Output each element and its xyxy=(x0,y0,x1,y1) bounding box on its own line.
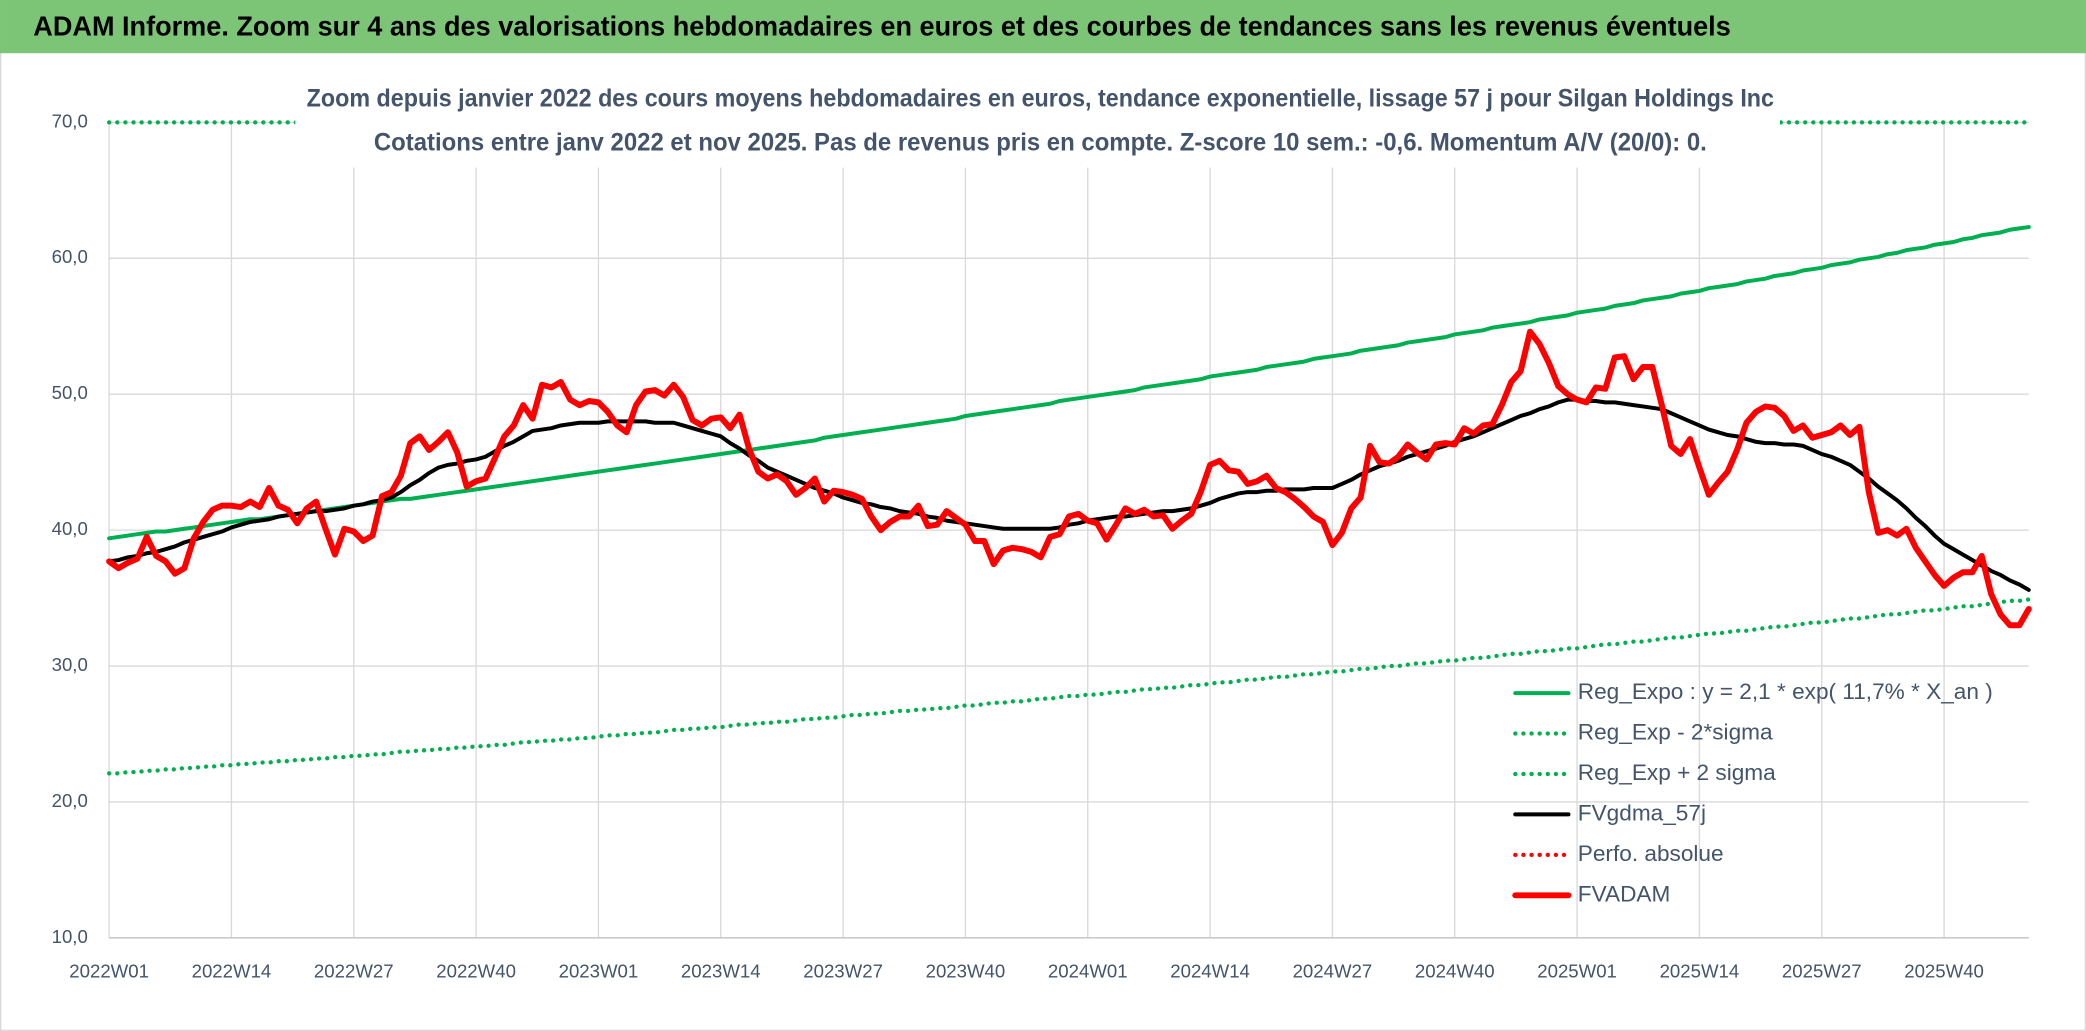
x-tick-label: 2023W40 xyxy=(926,960,1006,981)
title-bar xyxy=(0,0,2086,54)
y-tick-label: 40,0 xyxy=(52,518,88,539)
x-tick-label: 2025W14 xyxy=(1660,960,1740,981)
x-tick-label: 2024W27 xyxy=(1293,960,1373,981)
legend: Reg_Expo : y = 2,1 * exp( 11,7% * X_an )… xyxy=(1512,679,1993,906)
x-tick-label: 2024W14 xyxy=(1170,960,1250,981)
legend-label: FVgdma_57j xyxy=(1578,800,1706,825)
y-tick-label: 60,0 xyxy=(52,246,88,267)
legend-label: Reg_Exp + 2 sigma xyxy=(1578,760,1776,785)
y-tick-label: 10,0 xyxy=(52,926,88,947)
y-tick-label: 70,0 xyxy=(52,110,88,131)
series-line xyxy=(107,397,2031,592)
x-tick-label: 2022W27 xyxy=(314,960,394,981)
series-line xyxy=(106,328,2032,629)
x-tick-label: 2024W01 xyxy=(1048,960,1128,981)
x-tick-label: 2025W01 xyxy=(1537,960,1617,981)
x-tick-label: 2024W40 xyxy=(1415,960,1495,981)
subtitle: Cotations entre janv 2022 et nov 2025. P… xyxy=(374,128,1707,156)
y-tick-label: 20,0 xyxy=(52,790,88,811)
x-tick-label: 2025W27 xyxy=(1782,960,1862,981)
chart-title: ADAM Informe. Zoom sur 4 ans des valoris… xyxy=(33,10,1730,41)
x-tick-label: 2023W14 xyxy=(681,960,761,981)
x-tick-label: 2023W27 xyxy=(803,960,883,981)
x-tick-label: 2023W01 xyxy=(559,960,639,981)
series-line xyxy=(106,597,2031,776)
y-tick-label: 50,0 xyxy=(52,382,88,403)
x-tick-label: 2025W40 xyxy=(1904,960,1984,981)
subtitle: Zoom depuis janvier 2022 des cours moyen… xyxy=(307,84,1774,112)
y-tick-label: 30,0 xyxy=(52,654,88,675)
x-tick-label: 2022W01 xyxy=(69,960,149,981)
subtitle-box xyxy=(295,77,1780,168)
legend-label: Perfo. absolue xyxy=(1578,841,1724,866)
legend-label: Reg_Exp - 2*sigma xyxy=(1578,720,1773,745)
series-line xyxy=(107,225,2031,541)
legend-label: FVADAM xyxy=(1578,881,1671,906)
legend-label: Reg_Expo : y = 2,1 * exp( 11,7% * X_an ) xyxy=(1578,679,1993,704)
x-tick-label: 2022W14 xyxy=(192,960,272,981)
x-tick-label: 2022W40 xyxy=(436,960,516,981)
